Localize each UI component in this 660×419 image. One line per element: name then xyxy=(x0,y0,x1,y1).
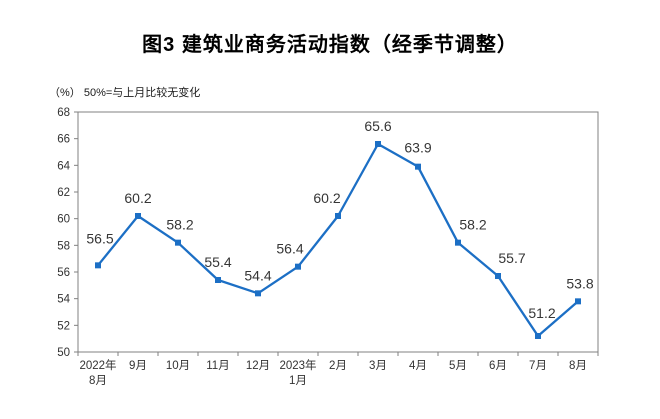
y-tick-label: 56 xyxy=(57,267,70,279)
data-point-marker xyxy=(455,239,461,246)
x-tick-label: 8月 xyxy=(569,360,587,372)
data-point-label: 56.5 xyxy=(86,230,113,246)
x-tick-label: 8月 xyxy=(89,375,107,387)
data-point-label: 63.9 xyxy=(404,140,431,156)
data-point-marker xyxy=(95,262,101,269)
x-tick-label: 2月 xyxy=(329,360,347,372)
data-point-label: 53.8 xyxy=(566,275,593,291)
x-tick-label: 1月 xyxy=(289,375,307,387)
data-point-label: 60.2 xyxy=(313,190,340,206)
x-tick-label: 9月 xyxy=(129,360,147,372)
y-tick-label: 60 xyxy=(57,214,70,226)
chart-title: 图3 建筑业商务活动指数（经季节调整） xyxy=(142,34,518,56)
x-tick-label: 11月 xyxy=(206,360,229,372)
y-tick-label: 62 xyxy=(57,187,70,199)
data-point-label: 55.4 xyxy=(204,254,231,270)
y-tick-label: 68 xyxy=(57,107,70,119)
data-point-marker xyxy=(335,213,341,219)
data-point-marker xyxy=(375,141,381,147)
data-point-label: 55.7 xyxy=(498,250,525,266)
data-point-label: 51.2 xyxy=(528,305,555,321)
y-tick-label: 64 xyxy=(57,160,70,172)
data-point-marker xyxy=(215,277,221,283)
x-tick-label: 5月 xyxy=(449,360,467,372)
data-point-label: 56.4 xyxy=(276,241,303,257)
data-point-label: 60.2 xyxy=(124,190,151,206)
data-point-label: 54.4 xyxy=(244,267,271,283)
x-tick-label: 12月 xyxy=(246,360,270,372)
data-point-marker xyxy=(135,213,141,219)
data-point-label: 65.6 xyxy=(364,118,391,134)
y-tick-label: 54 xyxy=(57,294,70,306)
plot-border xyxy=(77,111,599,353)
x-tick-label: 4月 xyxy=(409,360,427,372)
data-point-marker xyxy=(175,239,181,246)
data-point-label: 58.2 xyxy=(459,217,486,233)
data-point-marker xyxy=(255,290,261,297)
data-point-marker xyxy=(415,163,421,170)
y-tick-label: 58 xyxy=(57,240,70,252)
data-point-marker xyxy=(495,273,501,279)
x-tick-label: 3月 xyxy=(369,360,387,372)
x-tick-label: 10月 xyxy=(166,360,190,372)
x-tick-label: 2023年 xyxy=(279,358,316,372)
y-axis-unit-note: （%） 50%=与上月比较无变化 xyxy=(49,87,201,99)
x-tick-label: 6月 xyxy=(489,360,507,372)
data-point-marker xyxy=(575,298,581,305)
y-tick-label: 66 xyxy=(57,134,70,146)
y-tick-label: 52 xyxy=(57,320,70,332)
data-series-line xyxy=(96,142,580,338)
data-point-marker xyxy=(295,263,301,270)
x-tick-label: 2022年 xyxy=(79,358,116,372)
data-point-label: 58.2 xyxy=(166,217,193,233)
x-tick-label: 7月 xyxy=(529,360,547,372)
data-point-marker xyxy=(535,333,541,339)
y-tick-label: 50 xyxy=(57,347,70,359)
